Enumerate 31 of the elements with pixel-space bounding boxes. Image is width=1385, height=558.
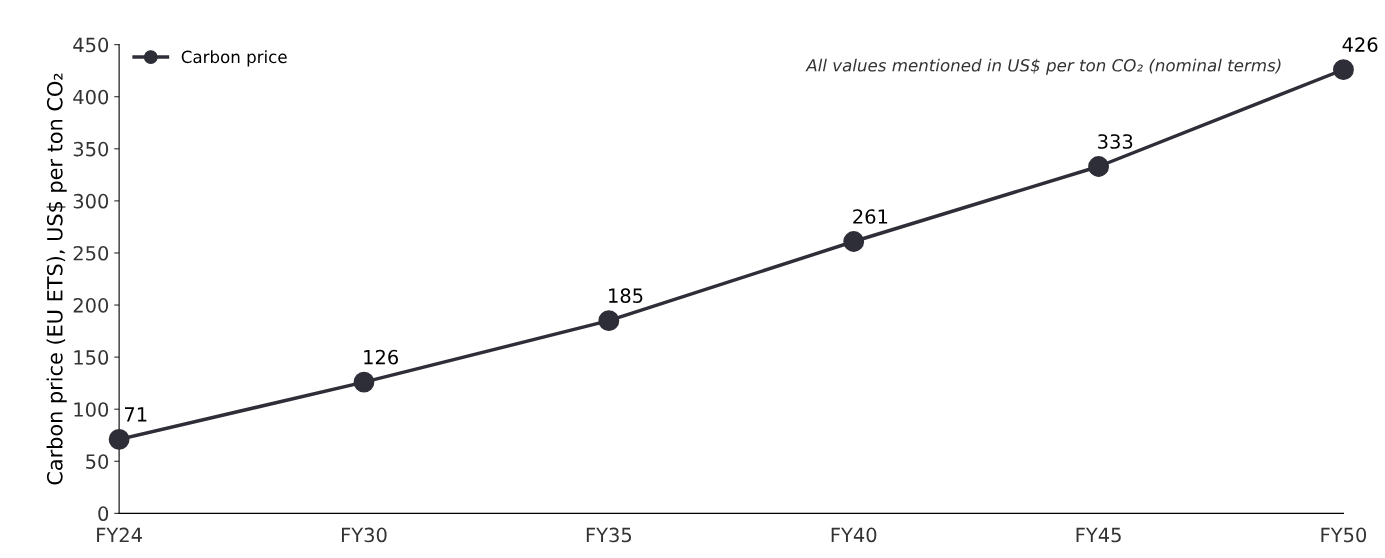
annotation: All values mentioned in US$ per ton CO₂ (nominal terms) bbox=[805, 58, 1281, 75]
x-tick-label: FY45 bbox=[1076, 527, 1121, 543]
y-tick-label: 300 bbox=[73, 193, 109, 209]
data-label: 261 bbox=[853, 209, 888, 224]
x-tick-label: FY30 bbox=[341, 527, 387, 543]
data-label: 126 bbox=[364, 349, 398, 365]
point bbox=[108, 428, 130, 450]
y-tick-label: 350 bbox=[73, 141, 109, 157]
y-tick-label: 50 bbox=[86, 454, 109, 469]
point bbox=[353, 371, 375, 393]
y-tick-label: 250 bbox=[73, 245, 109, 261]
legend-label: Carbon price bbox=[181, 50, 287, 67]
point bbox=[598, 310, 620, 332]
y-tick-label: 150 bbox=[74, 350, 109, 365]
point bbox=[1088, 156, 1109, 177]
x-tick-label: FY40 bbox=[831, 527, 877, 543]
x-tick-label: FY50 bbox=[1321, 527, 1367, 543]
y-axis-title: Carbon price (EU ETS), US$ per ton CO₂ bbox=[46, 73, 67, 485]
x-tick-label: FY35 bbox=[586, 527, 632, 543]
data-label: 333 bbox=[1098, 134, 1133, 149]
y-tick-label: 0 bbox=[98, 506, 109, 522]
y-tick-label: 400 bbox=[73, 89, 109, 105]
x-tick-label: FY24 bbox=[97, 527, 142, 543]
data-label: 185 bbox=[609, 288, 643, 304]
y-tick-label: 100 bbox=[74, 402, 109, 417]
point bbox=[843, 231, 865, 252]
data-label: 71 bbox=[125, 407, 147, 422]
point bbox=[1333, 59, 1354, 81]
data-label: 426 bbox=[1342, 37, 1378, 52]
y-tick-label: 200 bbox=[73, 298, 109, 313]
y-tick-label: 450 bbox=[73, 37, 109, 53]
